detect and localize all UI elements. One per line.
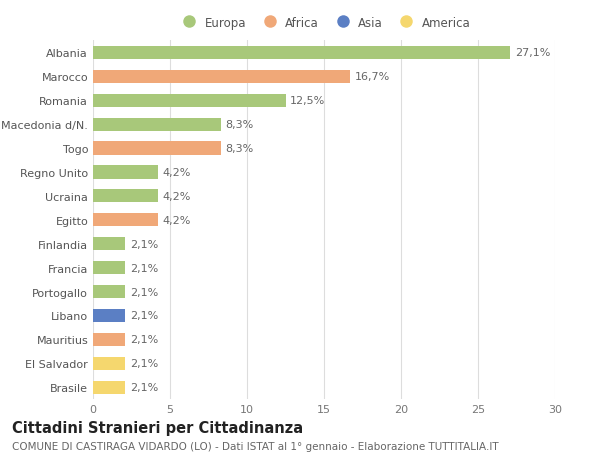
Text: 16,7%: 16,7% [355,72,390,82]
Legend: Europa, Africa, Asia, America: Europa, Africa, Asia, America [175,14,473,32]
Bar [93,166,158,179]
Text: 4,2%: 4,2% [162,168,191,178]
Text: Cittadini Stranieri per Cittadinanza: Cittadini Stranieri per Cittadinanza [12,420,303,435]
Bar [93,71,350,84]
Bar [93,190,158,203]
Text: 8,3%: 8,3% [226,120,254,130]
Text: 8,3%: 8,3% [226,144,254,154]
Text: 2,1%: 2,1% [130,335,158,345]
Bar [93,285,125,298]
Text: 2,1%: 2,1% [130,358,158,369]
Text: 4,2%: 4,2% [162,191,191,202]
Text: 2,1%: 2,1% [130,239,158,249]
Text: 2,1%: 2,1% [130,311,158,321]
Bar [93,357,125,370]
Text: 27,1%: 27,1% [515,48,550,58]
Text: COMUNE DI CASTIRAGA VIDARDO (LO) - Dati ISTAT al 1° gennaio - Elaborazione TUTTI: COMUNE DI CASTIRAGA VIDARDO (LO) - Dati … [12,441,499,451]
Text: 2,1%: 2,1% [130,287,158,297]
Text: 4,2%: 4,2% [162,215,191,225]
Bar [93,118,221,131]
Text: 2,1%: 2,1% [130,382,158,392]
Text: 2,1%: 2,1% [130,263,158,273]
Bar [93,95,286,107]
Bar [93,47,511,60]
Bar [93,262,125,274]
Bar [93,238,125,251]
Bar [93,142,221,155]
Bar [93,214,158,227]
Bar [93,309,125,322]
Bar [93,381,125,394]
Bar [93,333,125,346]
Text: 12,5%: 12,5% [290,96,325,106]
